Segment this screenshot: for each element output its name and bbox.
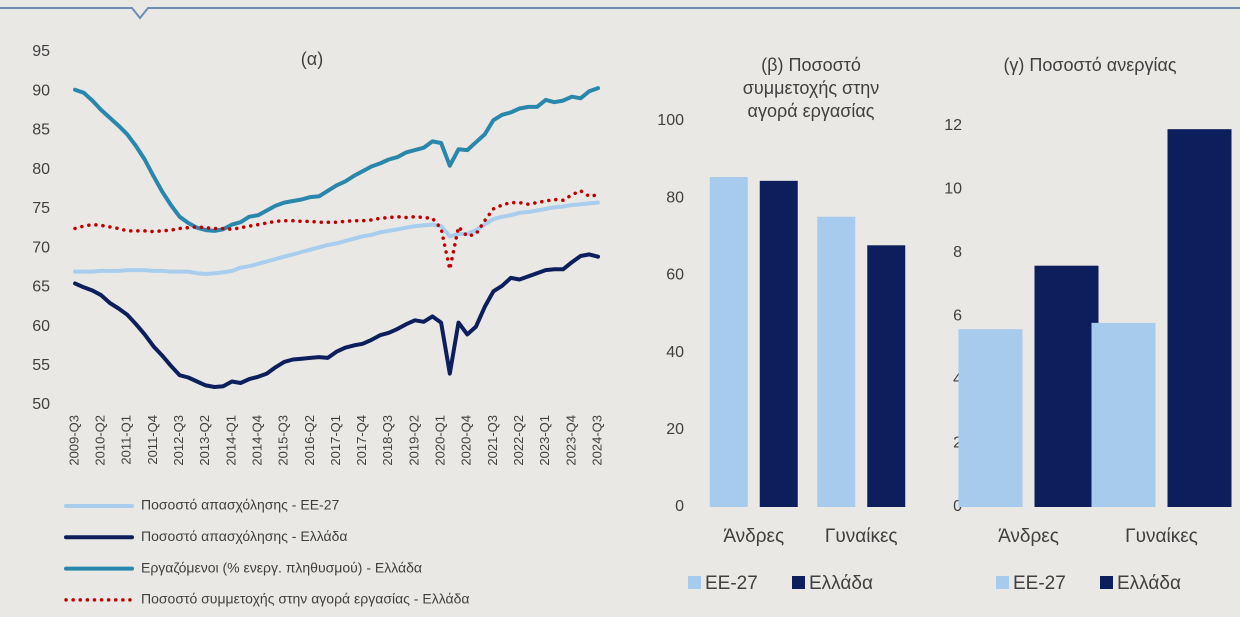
header-rule xyxy=(0,7,1240,20)
legend-swatch xyxy=(996,576,1009,589)
x-tick-label: 2010-Q2 xyxy=(93,415,108,466)
bar xyxy=(1091,322,1156,507)
y-tick-label: 90 xyxy=(32,82,50,99)
x-tick-label: 2012-Q3 xyxy=(171,415,186,466)
y-tick-label: 2 xyxy=(953,435,962,452)
x-tick-label: 2023-Q1 xyxy=(537,415,552,466)
x-tick-label: 2017-Q1 xyxy=(328,415,343,466)
legend-label: ΕΕ-27 xyxy=(1013,573,1066,594)
y-tick-label: 65 xyxy=(32,279,50,296)
x-tick-label: 2020-Q1 xyxy=(433,415,448,466)
y-tick-label: 60 xyxy=(666,267,684,284)
y-tick-label: 20 xyxy=(666,421,684,438)
bar xyxy=(709,176,748,507)
line-series xyxy=(73,189,600,272)
line-series xyxy=(73,86,600,233)
line-series xyxy=(73,252,600,389)
y-tick-label: 95 xyxy=(32,43,50,60)
x-tick-label: 2009-Q3 xyxy=(66,415,81,466)
y-tick-label: 0 xyxy=(675,498,684,515)
x-tick-label: Γυναίκες xyxy=(825,526,898,547)
legend-label: Εργαζόμενοι (% ενεργ. πληθυσμού) - Ελλάδ… xyxy=(141,559,422,575)
y-tick-label: 70 xyxy=(32,239,50,256)
y-tick-label: 40 xyxy=(666,344,684,361)
x-tick-label: 2014-Q4 xyxy=(249,415,264,466)
x-tick-label: 2018-Q3 xyxy=(380,415,395,466)
bar xyxy=(817,216,856,507)
y-tick-label: 60 xyxy=(32,318,50,335)
legend-swatch xyxy=(688,576,701,589)
chart-title: (γ) Ποσοστό ανεργίας xyxy=(1003,55,1177,75)
legend-label: Ποσοστό συμμετοχής στην αγορά εργασίας -… xyxy=(141,591,469,607)
bar xyxy=(958,329,1023,507)
y-tick-label: 8 xyxy=(953,244,962,261)
bar xyxy=(759,180,798,507)
x-tick-label: 2014-Q1 xyxy=(223,415,238,466)
x-tick-label: 2015-Q3 xyxy=(276,415,291,466)
y-tick-label: 12 xyxy=(944,117,962,134)
y-tick-label: 80 xyxy=(32,161,50,178)
x-tick-label: 2024-Q3 xyxy=(589,415,604,466)
y-tick-label: 10 xyxy=(944,181,962,198)
bar xyxy=(1034,265,1099,507)
y-tick-label: 80 xyxy=(666,189,684,206)
x-tick-label: 2011-Q1 xyxy=(119,415,134,465)
legend-label: Ποσοστό απασχόλησης - ΕΕ-27 xyxy=(141,497,339,513)
legend-swatch xyxy=(1100,576,1113,589)
x-tick-label: 2021-Q3 xyxy=(485,415,500,466)
bar xyxy=(867,245,906,508)
legend-label: Ελλάδα xyxy=(1117,573,1181,594)
x-tick-label: 2017-Q4 xyxy=(354,415,369,466)
y-tick-label: 100 xyxy=(657,112,684,129)
y-tick-label: 85 xyxy=(32,122,50,139)
y-tick-label: 0 xyxy=(953,498,962,515)
x-tick-label: 2023-Q4 xyxy=(563,415,578,466)
y-tick-label: 75 xyxy=(32,200,50,217)
x-tick-label: 2013-Q2 xyxy=(197,415,212,466)
x-tick-label: 2016-Q2 xyxy=(302,415,317,466)
chart-title: (β) Ποσοστό συμμετοχής στην αγορά εργασί… xyxy=(742,55,880,121)
y-tick-label: 50 xyxy=(32,396,50,413)
legend-label: ΕΕ-27 xyxy=(705,573,758,594)
x-tick-label: 2022-Q2 xyxy=(511,415,526,466)
y-tick-label: 4 xyxy=(953,371,962,388)
chart-title: (α) xyxy=(300,49,324,69)
line-series xyxy=(73,200,600,276)
y-tick-label: 6 xyxy=(953,308,962,325)
legend-swatch xyxy=(792,576,805,589)
legend-label: Ελλάδα xyxy=(809,573,873,594)
x-tick-label: 2011-Q4 xyxy=(145,415,160,465)
legend-label: Ποσοστό απασχόλησης - Ελλάδα xyxy=(141,528,347,544)
x-tick-label: 2019-Q2 xyxy=(406,415,421,466)
y-tick-label: 55 xyxy=(32,357,50,374)
x-tick-label: Γυναίκες xyxy=(1125,526,1198,547)
bar xyxy=(1167,129,1232,508)
x-tick-label: Άνδρες xyxy=(998,526,1059,547)
x-tick-label: 2020-Q4 xyxy=(459,415,474,466)
x-tick-label: Άνδρες xyxy=(723,526,784,547)
